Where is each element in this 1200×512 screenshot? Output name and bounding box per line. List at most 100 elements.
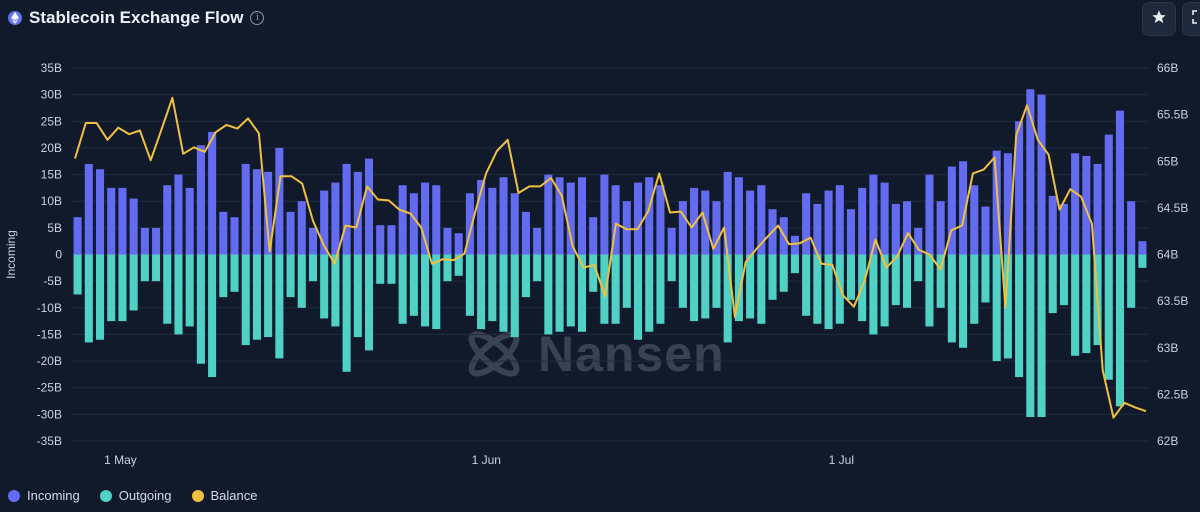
incoming-bar bbox=[1138, 241, 1147, 255]
outgoing-bar bbox=[779, 254, 788, 292]
incoming-bar bbox=[555, 177, 564, 255]
incoming-bar bbox=[981, 206, 990, 255]
incoming-bar bbox=[1059, 203, 1068, 255]
incoming-bar bbox=[152, 227, 161, 255]
outgoing-bar bbox=[701, 254, 710, 319]
outgoing-bar bbox=[1104, 254, 1113, 380]
y-left-tick-label: -30B bbox=[37, 407, 62, 421]
outgoing-bar bbox=[107, 254, 116, 322]
incoming-bar bbox=[678, 201, 687, 255]
outgoing-bar bbox=[174, 254, 183, 335]
incoming-bar bbox=[959, 161, 968, 255]
incoming-bar bbox=[1093, 163, 1102, 255]
incoming-bar bbox=[577, 177, 587, 255]
outgoing-bar bbox=[925, 254, 934, 327]
incoming-bar bbox=[858, 187, 867, 255]
incoming-bar bbox=[174, 174, 183, 255]
incoming-bar bbox=[712, 201, 721, 255]
outgoing-bar bbox=[465, 254, 474, 316]
incoming-bar bbox=[409, 193, 418, 255]
incoming-bar bbox=[107, 187, 116, 255]
x-tick-label: 1 Jul bbox=[829, 453, 854, 467]
outgoing-bar bbox=[185, 254, 194, 327]
incoming-bar bbox=[264, 171, 273, 255]
y-right-tick-label: 62B bbox=[1157, 434, 1178, 448]
incoming-bar bbox=[73, 217, 82, 255]
incoming-bar bbox=[1026, 89, 1035, 255]
incoming-bar bbox=[1003, 153, 1012, 255]
outgoing-bar bbox=[667, 254, 676, 282]
incoming-bar bbox=[1104, 134, 1113, 255]
incoming-bar bbox=[622, 201, 631, 255]
incoming-bar bbox=[1071, 153, 1080, 255]
incoming-bar bbox=[757, 185, 766, 255]
chart-title: Stablecoin Exchange Flow bbox=[29, 8, 244, 27]
incoming-bar bbox=[219, 211, 228, 255]
incoming-bar bbox=[589, 217, 598, 255]
outgoing-bar bbox=[992, 254, 1001, 362]
outgoing-bar bbox=[432, 254, 441, 330]
outgoing-bar bbox=[633, 254, 643, 340]
outgoing-bar bbox=[454, 254, 463, 276]
incoming-bar bbox=[600, 174, 609, 255]
y-right-tick-label: 64B bbox=[1157, 248, 1178, 262]
outgoing-bar bbox=[656, 254, 665, 324]
expand-icon bbox=[1192, 9, 1200, 29]
incoming-bar bbox=[1048, 195, 1057, 255]
incoming-bar bbox=[308, 227, 318, 255]
incoming-bar bbox=[163, 185, 172, 255]
outgoing-bar bbox=[219, 254, 228, 298]
y-left-tick-label: 20B bbox=[41, 141, 62, 155]
legend-swatch-balance bbox=[191, 489, 204, 502]
incoming-bar bbox=[364, 158, 374, 255]
outgoing-bar bbox=[73, 254, 82, 295]
favorite-button[interactable] bbox=[1142, 2, 1176, 36]
incoming-bar bbox=[633, 182, 643, 255]
outgoing-bar bbox=[398, 254, 407, 324]
incoming-bar bbox=[925, 174, 934, 255]
outgoing-bar bbox=[723, 254, 732, 343]
star-icon bbox=[1151, 9, 1167, 30]
incoming-bar bbox=[914, 227, 923, 255]
y-left-tick-label: -10B bbox=[37, 301, 62, 315]
incoming-bar bbox=[241, 163, 250, 255]
exchange-flow-chart: 35B 30B 25B 20B 15B 10B 5B 0 -5B -10B -15B -20B -25B… bbox=[4, 61, 1188, 467]
incoming-bar bbox=[566, 182, 575, 255]
y-left-tick-label: -25B bbox=[37, 381, 62, 395]
outgoing-bar bbox=[600, 254, 609, 324]
legend-item-outgoing[interactable]: Outgoing bbox=[99, 488, 172, 503]
incoming-bar bbox=[936, 201, 945, 255]
outgoing-bar bbox=[1082, 254, 1091, 354]
outgoing-bar bbox=[533, 254, 542, 282]
y-right-tick-label: 65.5B bbox=[1157, 108, 1188, 122]
outgoing-bar bbox=[118, 254, 127, 322]
incoming-bar bbox=[544, 174, 553, 255]
outgoing-bar bbox=[566, 254, 575, 327]
incoming-bar bbox=[353, 171, 362, 255]
y-left-tick-label: 25B bbox=[41, 114, 62, 128]
y-right-tick-label: 65B bbox=[1157, 154, 1178, 168]
incoming-bar bbox=[230, 217, 239, 255]
outgoing-bar bbox=[353, 254, 362, 338]
expand-button[interactable] bbox=[1182, 2, 1200, 36]
outgoing-bar bbox=[376, 254, 385, 284]
outgoing-bar bbox=[712, 254, 721, 308]
legend-item-balance[interactable]: Balance bbox=[191, 488, 258, 503]
y-axis-label: Incoming bbox=[4, 230, 18, 279]
y-left-tick-label: 35B bbox=[41, 61, 62, 75]
outgoing-bar bbox=[555, 254, 564, 332]
legend-item-incoming[interactable]: Incoming bbox=[8, 488, 80, 503]
incoming-bar bbox=[342, 163, 351, 255]
outgoing-bar bbox=[488, 254, 497, 322]
incoming-bar bbox=[723, 171, 732, 255]
incoming-bar bbox=[387, 225, 396, 255]
info-icon[interactable]: i bbox=[250, 11, 265, 25]
outgoing-bar bbox=[813, 254, 822, 324]
x-tick-label: 1 May bbox=[104, 453, 137, 467]
outgoing-bar bbox=[891, 254, 900, 306]
incoming-bar bbox=[992, 150, 1001, 255]
outgoing-bar bbox=[981, 254, 990, 303]
incoming-bar bbox=[510, 193, 519, 255]
legend-swatch-outgoing bbox=[99, 489, 112, 502]
outgoing-bar bbox=[589, 254, 598, 292]
